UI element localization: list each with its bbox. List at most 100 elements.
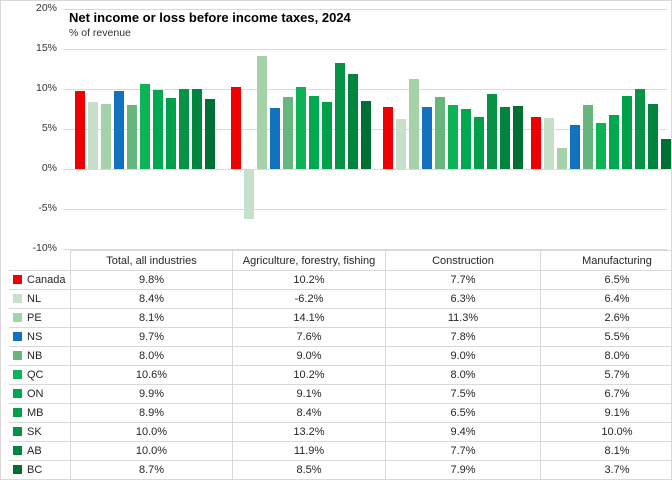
value-cell: 8.7% — [70, 460, 233, 479]
table-row: QC 10.6% 10.2% 8.0% 5.7% — [9, 365, 671, 385]
value-cell: 10.0% — [70, 441, 233, 461]
bar-ab — [648, 104, 658, 169]
value-cell: 11.9% — [232, 441, 386, 461]
value-cell: 2.6% — [540, 308, 671, 328]
bar-bc — [661, 139, 671, 169]
value-cell: 10.0% — [70, 422, 233, 442]
table-header: Total, all industries Agriculture, forest… — [9, 250, 671, 271]
value-cell: 10.2% — [232, 365, 386, 385]
bar-pe — [101, 104, 111, 169]
row-header-cell: QC — [9, 365, 71, 385]
table-row: NB 8.0% 9.0% 9.0% 8.0% — [9, 346, 671, 366]
bar-sk — [335, 63, 345, 169]
table-header-row: Total, all industries Agriculture, forest… — [9, 250, 671, 271]
table-row: NS 9.7% 7.6% 7.8% 5.5% — [9, 327, 671, 347]
bar-nl — [396, 118, 406, 169]
gridline-10 — [63, 89, 667, 90]
row-label: NB — [27, 350, 43, 362]
value-cell: 8.0% — [540, 346, 671, 366]
value-cell: 9.1% — [540, 403, 671, 423]
row-header-cell: ON — [9, 384, 71, 404]
bar-pe — [557, 148, 567, 169]
bar-mb — [322, 101, 332, 169]
row-header-cell: BC — [9, 460, 71, 479]
bar-ab — [348, 73, 358, 169]
column-header: Manufacturing — [540, 250, 671, 271]
column-header: Construction — [385, 250, 541, 271]
table-row: Canada 9.8% 10.2% 7.7% 6.5% — [9, 270, 671, 290]
bar-mb — [622, 96, 632, 169]
bar-bc — [205, 99, 215, 169]
bar-group-1 — [75, 9, 215, 249]
bar-canada — [231, 87, 241, 169]
value-cell: 6.4% — [540, 289, 671, 309]
bar-canada — [75, 90, 85, 169]
bar-group-3 — [383, 9, 523, 249]
value-cell: 14.1% — [232, 308, 386, 328]
gridline--10 — [63, 249, 667, 250]
table-row: BC 8.7% 8.5% 7.9% 3.7% — [9, 460, 671, 479]
bar-qc — [140, 84, 150, 169]
legend-swatch-icon — [13, 408, 22, 417]
legend-swatch-icon — [13, 446, 22, 455]
value-cell: 9.4% — [385, 422, 541, 442]
y-axis-tick-label: 5% — [41, 122, 57, 134]
legend-swatch-icon — [13, 294, 22, 303]
table-row: AB 10.0% 11.9% 7.7% 8.1% — [9, 441, 671, 461]
table-row: ON 9.9% 9.1% 7.5% 6.7% — [9, 384, 671, 404]
value-cell: 9.1% — [232, 384, 386, 404]
legend-swatch-icon — [13, 465, 22, 474]
value-cell: 6.5% — [540, 270, 671, 290]
bar-chart: Net income or loss before income taxes, … — [1, 1, 671, 254]
value-cell: 10.2% — [232, 270, 386, 290]
bar-mb — [474, 117, 484, 169]
row-header-cell: NB — [9, 346, 71, 366]
value-cell: 6.5% — [385, 403, 541, 423]
y-axis-tick-label: 15% — [35, 42, 57, 54]
value-cell: 7.7% — [385, 441, 541, 461]
value-cell: 10.6% — [70, 365, 233, 385]
bar-qc — [296, 87, 306, 169]
legend-swatch-icon — [13, 389, 22, 398]
chart-subtitle: % of revenue — [69, 27, 131, 39]
value-cell: 9.8% — [70, 270, 233, 290]
bar-group-2 — [231, 9, 371, 249]
value-cell: 7.5% — [385, 384, 541, 404]
bar-ns — [114, 91, 124, 169]
bar-on — [153, 89, 163, 169]
row-header-cell: PE — [9, 308, 71, 328]
bar-nl — [88, 101, 98, 169]
value-cell: 10.0% — [540, 422, 671, 442]
value-cell: 9.0% — [385, 346, 541, 366]
value-cell: 6.3% — [385, 289, 541, 309]
value-cell: 8.0% — [70, 346, 233, 366]
bar-canada — [531, 117, 541, 169]
bar-mb — [166, 97, 176, 169]
bar-nb — [283, 97, 293, 169]
row-header-cell: AB — [9, 441, 71, 461]
y-axis-tick-label: 10% — [35, 82, 57, 94]
column-header: Total, all industries — [70, 250, 233, 271]
bar-ns — [570, 125, 580, 169]
bar-ns — [422, 106, 432, 169]
legend-swatch-icon — [13, 427, 22, 436]
y-axis-tick-label: 0% — [41, 162, 57, 174]
bar-group-4 — [531, 9, 671, 249]
bar-nl — [244, 169, 254, 219]
value-cell: 13.2% — [232, 422, 386, 442]
value-cell: 8.0% — [385, 365, 541, 385]
value-cell: 5.7% — [540, 365, 671, 385]
table-row: MB 8.9% 8.4% 6.5% 9.1% — [9, 403, 671, 423]
value-cell: 8.1% — [540, 441, 671, 461]
bar-qc — [596, 123, 606, 169]
table-body: Canada 9.8% 10.2% 7.7% 6.5% NL 8.4% -6.2% 6.3% 6.… — [9, 270, 671, 479]
row-header-cell: SK — [9, 422, 71, 442]
gridline-0 — [63, 169, 667, 170]
value-cell: 7.6% — [232, 327, 386, 347]
value-cell: -6.2% — [232, 289, 386, 309]
gridline-20 — [63, 9, 667, 10]
table-row: SK 10.0% 13.2% 9.4% 10.0% — [9, 422, 671, 442]
value-cell: 8.1% — [70, 308, 233, 328]
row-header-cell: NS — [9, 327, 71, 347]
